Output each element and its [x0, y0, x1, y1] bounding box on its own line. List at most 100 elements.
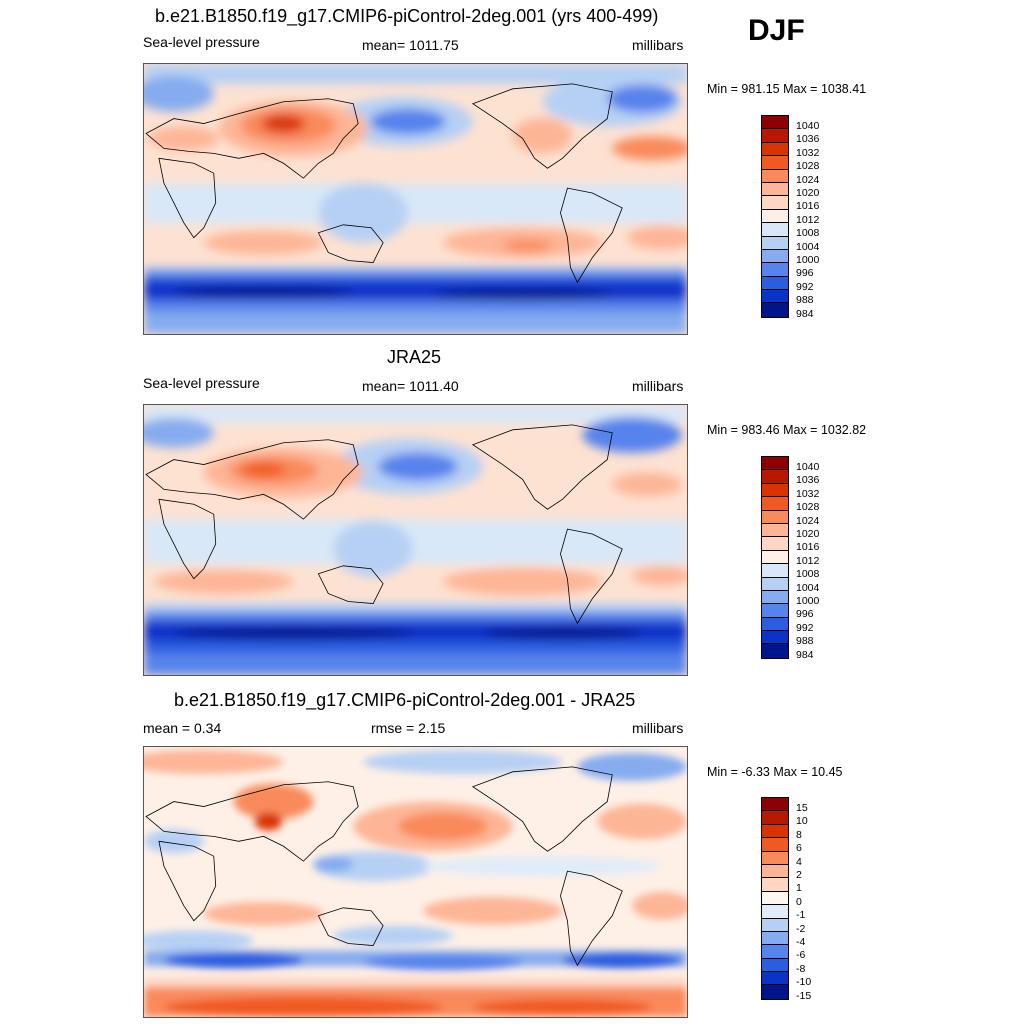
- colorbar-box: [762, 631, 788, 645]
- colorbar-box: [762, 617, 788, 632]
- colorbar-label: 992: [796, 621, 814, 634]
- colorbar-box: [762, 891, 788, 906]
- colorbar-label: 988: [796, 635, 814, 648]
- colorbar-label: 1016: [796, 541, 820, 554]
- colorbar-label: 1028: [796, 501, 820, 514]
- colorbar-box: [762, 905, 788, 919]
- colorbar-box: [762, 457, 788, 471]
- colorbar-box: [762, 838, 788, 852]
- colorbar-label: 984: [796, 648, 814, 661]
- colorbar-box: [762, 985, 788, 999]
- colorbar-label: 1036: [796, 133, 820, 146]
- colorbar-label: 15: [796, 802, 808, 814]
- colorbar-box: [762, 577, 788, 591]
- colorbar-label: 1036: [796, 474, 820, 487]
- colorbar-box: [762, 918, 788, 932]
- panel2-mean-label: mean= 1011.40: [362, 378, 459, 394]
- colorbar-label: 1012: [796, 554, 820, 567]
- colorbar-label: 1024: [796, 514, 820, 527]
- colorbar-label: 1040: [796, 461, 820, 473]
- colorbar-label: 996: [796, 267, 814, 280]
- panel1-minmax: Min = 981.15 Max = 1038.41: [707, 82, 867, 96]
- colorbar-label: 2: [796, 869, 802, 881]
- colorbar-box: [762, 590, 788, 605]
- colorbar-label: 1008: [796, 227, 820, 240]
- panel3-mean-label: mean = 0.34: [143, 720, 222, 736]
- panel1-map: [143, 63, 688, 335]
- colorbar-label: -10: [796, 976, 812, 989]
- panel2-units-label: millibars: [632, 378, 684, 394]
- colorbar-label: 1016: [796, 200, 820, 213]
- colorbar-label: 1024: [796, 173, 820, 186]
- colorbar-label: -15: [796, 989, 812, 1002]
- colorbar-box: [762, 864, 788, 879]
- colorbar-box: [762, 182, 788, 197]
- colorbar-box: [762, 142, 788, 157]
- panel2-variable-label: Sea-level pressure: [143, 375, 260, 391]
- colorbar-label: 1004: [796, 581, 820, 594]
- colorbar-box: [762, 483, 788, 498]
- colorbar-label: -4: [796, 936, 806, 948]
- colorbar-box: [762, 169, 788, 183]
- colorbar-label: 6: [796, 842, 802, 855]
- colorbar-box: [762, 236, 788, 250]
- colorbar-box: [762, 564, 788, 578]
- colorbar-label: 1000: [796, 595, 820, 607]
- colorbar-box: [762, 604, 788, 618]
- colorbar-box: [762, 958, 788, 973]
- colorbar-label: 1032: [796, 487, 820, 500]
- colorbar-label: 1032: [796, 146, 820, 159]
- colorbar-label: -6: [796, 949, 806, 962]
- colorbar-box: [762, 510, 788, 524]
- colorbar-box: [762, 878, 788, 892]
- panel3-map: [143, 746, 688, 1018]
- panel2-colorbar: [761, 456, 789, 659]
- colorbar-box: [762, 196, 788, 210]
- colorbar-box: [762, 290, 788, 304]
- panel2-title: JRA25: [387, 347, 442, 367]
- colorbar-label: 8: [796, 828, 802, 841]
- colorbar-box: [762, 945, 788, 959]
- colorbar-label: 4: [796, 855, 802, 868]
- colorbar-box: [762, 811, 788, 825]
- colorbar-box: [762, 550, 788, 565]
- colorbar-box: [762, 276, 788, 291]
- panel1-colorbar: [761, 115, 789, 318]
- colorbar-label: 1020: [796, 528, 820, 540]
- colorbar-label: 988: [796, 294, 814, 307]
- colorbar-label: 1040: [796, 120, 820, 132]
- season-label: DJF: [748, 14, 805, 47]
- colorbar-label: 1: [796, 882, 802, 895]
- colorbar-box: [762, 223, 788, 237]
- colorbar-box: [762, 156, 788, 170]
- panel3-units-label: millibars: [632, 720, 684, 736]
- colorbar-label: -2: [796, 922, 806, 935]
- colorbar-label: 1012: [796, 213, 820, 226]
- colorbar-box: [762, 249, 788, 264]
- colorbar-box: [762, 537, 788, 551]
- panel1-title: b.e21.B1850.f19_g17.CMIP6-piControl-2deg…: [155, 6, 659, 26]
- panel3-colorbar: [761, 797, 789, 1000]
- colorbar-label: -8: [796, 962, 806, 975]
- panel1-mean-label: mean= 1011.75: [362, 37, 459, 53]
- colorbar-label: -1: [796, 909, 806, 922]
- colorbar-label: 10: [796, 815, 808, 828]
- colorbar-box: [762, 931, 788, 946]
- colorbar-box: [762, 972, 788, 986]
- colorbar-label: 1020: [796, 187, 820, 199]
- colorbar-box: [762, 824, 788, 839]
- colorbar-box: [762, 303, 788, 317]
- panel3-rmse-label: rmse = 2.15: [371, 720, 446, 736]
- colorbar-box: [762, 851, 788, 865]
- panel2-map: [143, 404, 688, 676]
- colorbar-box: [762, 798, 788, 812]
- colorbar-box: [762, 497, 788, 511]
- colorbar-label: 996: [796, 608, 814, 621]
- colorbar-label: 1000: [796, 254, 820, 266]
- panel1-variable-label: Sea-level pressure: [143, 34, 260, 50]
- panel1-units-label: millibars: [632, 37, 684, 53]
- colorbar-box: [762, 116, 788, 130]
- colorbar-box: [762, 644, 788, 658]
- colorbar-label: 984: [796, 307, 814, 320]
- colorbar-box: [762, 523, 788, 538]
